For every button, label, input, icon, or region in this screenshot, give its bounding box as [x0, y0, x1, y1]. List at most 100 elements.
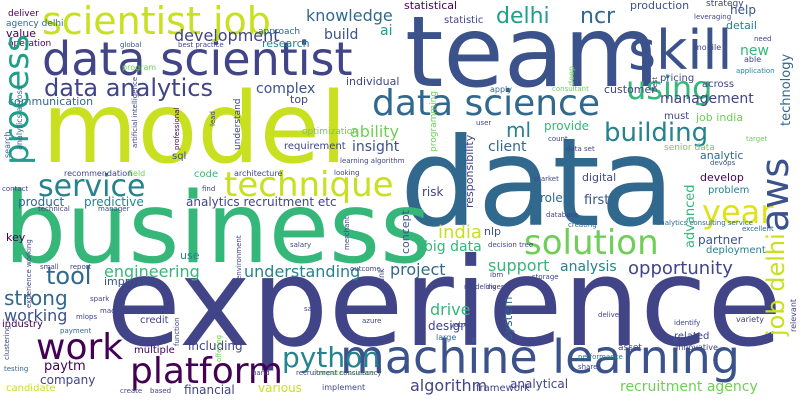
word-framework: implement	[322, 383, 366, 392]
word-ibm: modeling	[464, 283, 497, 291]
word-storage: analytics consulting service	[656, 219, 753, 227]
word-responsibility: responsibility	[463, 134, 476, 208]
word-report: salary	[290, 241, 312, 249]
word-data-scientist: data scientist	[42, 32, 353, 86]
word-tool: tool	[46, 262, 92, 290]
word-analytic: analytic	[700, 149, 744, 162]
word-modeling: market	[534, 175, 559, 183]
word-paytm: paytm	[44, 359, 86, 374]
word-programming: learning algorithm	[340, 157, 405, 165]
word-find: based	[150, 387, 172, 395]
word-market: database	[546, 211, 579, 219]
word-project: project	[390, 260, 446, 279]
word-pricing: deliver	[8, 9, 39, 19]
word-hand: create	[120, 387, 143, 395]
word-share: performance	[578, 353, 623, 361]
word-help: help	[730, 3, 756, 17]
word-technology: technology	[779, 53, 794, 126]
word-able: mobile	[694, 43, 722, 52]
word-program: lead	[209, 111, 217, 126]
word-data-science: data science	[372, 83, 600, 124]
word-understanding: understanding	[244, 262, 361, 281]
word-architecture: manager	[98, 205, 130, 213]
word-new: new	[740, 43, 769, 59]
word-opportunity: opportunity	[628, 258, 733, 279]
word-technical: recommendation	[64, 169, 133, 178]
word-professional: best practice	[178, 41, 224, 49]
word-identify: innovative	[676, 343, 718, 352]
word-various: various	[258, 381, 302, 395]
word-code: code	[194, 169, 219, 180]
word-analytics-recruitment-etc: analytics recruitment etc	[186, 195, 337, 209]
word-computer-science: hand	[252, 369, 270, 377]
word-contact: technical	[38, 205, 70, 213]
word-performance: azure	[362, 317, 382, 325]
word-model: model	[42, 72, 348, 186]
word-skill: skill	[628, 19, 733, 82]
word-role: role	[540, 191, 563, 205]
word-service: service	[38, 169, 146, 204]
word-multiple: industry	[2, 319, 43, 330]
word-predictive: predictive	[84, 195, 144, 209]
word-python: aws	[753, 157, 797, 232]
word-spark: report	[70, 263, 92, 271]
word-optimization: understand	[233, 98, 243, 150]
word-best-practice: global	[120, 41, 142, 49]
word-clustering: mlops	[76, 313, 98, 321]
word-delhi: delhi	[496, 4, 550, 29]
word-senior-data: data set	[566, 145, 595, 153]
word-small: count	[548, 135, 568, 143]
word-problemsolving: deep	[567, 66, 576, 86]
word-stakeholder: function	[173, 317, 181, 346]
word-application: devops	[710, 159, 736, 167]
word-yabx: large	[436, 333, 457, 342]
word-first: first	[584, 193, 610, 208]
word-implement: recruitment consultancy	[296, 369, 382, 377]
word-provide: provide	[544, 119, 590, 133]
word-year: year	[702, 193, 774, 231]
word-excellent: identify	[674, 319, 701, 327]
word-improve: improve	[104, 275, 150, 288]
word-approach: analytics across	[15, 86, 24, 150]
word-ml: ml	[506, 118, 532, 142]
word-search: optimization	[302, 127, 358, 137]
word-innovative: asset	[618, 343, 642, 353]
word-testing: clustering	[3, 325, 11, 360]
word-ai: ai	[380, 23, 393, 39]
word-development: development	[174, 26, 280, 45]
word-nlp: risk	[422, 185, 444, 199]
word-data-set: consultant	[552, 85, 589, 93]
word-business: business	[4, 172, 432, 286]
word-strong: strong	[4, 286, 68, 310]
word-apply: programming	[429, 90, 439, 152]
word-need: able	[744, 55, 762, 64]
word-large: framework	[476, 383, 530, 394]
word-deliver: agency delhi	[6, 19, 64, 29]
word-partner: partner	[698, 233, 743, 247]
word-insight: insight	[352, 139, 400, 155]
word-information: nlp	[484, 225, 502, 238]
word-salary: outcome	[350, 265, 381, 273]
word-big-data: big data	[424, 239, 482, 255]
word-strategy: across	[702, 79, 735, 90]
word-data: data	[400, 112, 675, 254]
word-complex: complex	[256, 81, 316, 97]
word-consultant: apply	[490, 85, 513, 94]
word-payment: testing	[4, 365, 29, 373]
word-looking: architecture	[234, 169, 283, 178]
word-management: management	[660, 91, 754, 107]
word-mobile: leveraging	[694, 13, 732, 21]
word-industry: candidate	[6, 383, 56, 394]
word-production: strategy	[706, 0, 744, 9]
word-india: india	[438, 222, 482, 243]
word-top: top	[290, 93, 309, 106]
word-recommendation: field	[128, 169, 146, 178]
word-azure: yabx	[450, 321, 468, 329]
word-product: product	[18, 195, 65, 209]
word-mlops: spark	[90, 295, 110, 303]
word-individual: individual	[346, 75, 400, 88]
word-analytical: analytical	[510, 377, 569, 391]
word-create: payment	[60, 327, 92, 335]
word-delivery: share	[578, 363, 598, 371]
word-based: safe	[304, 305, 319, 313]
